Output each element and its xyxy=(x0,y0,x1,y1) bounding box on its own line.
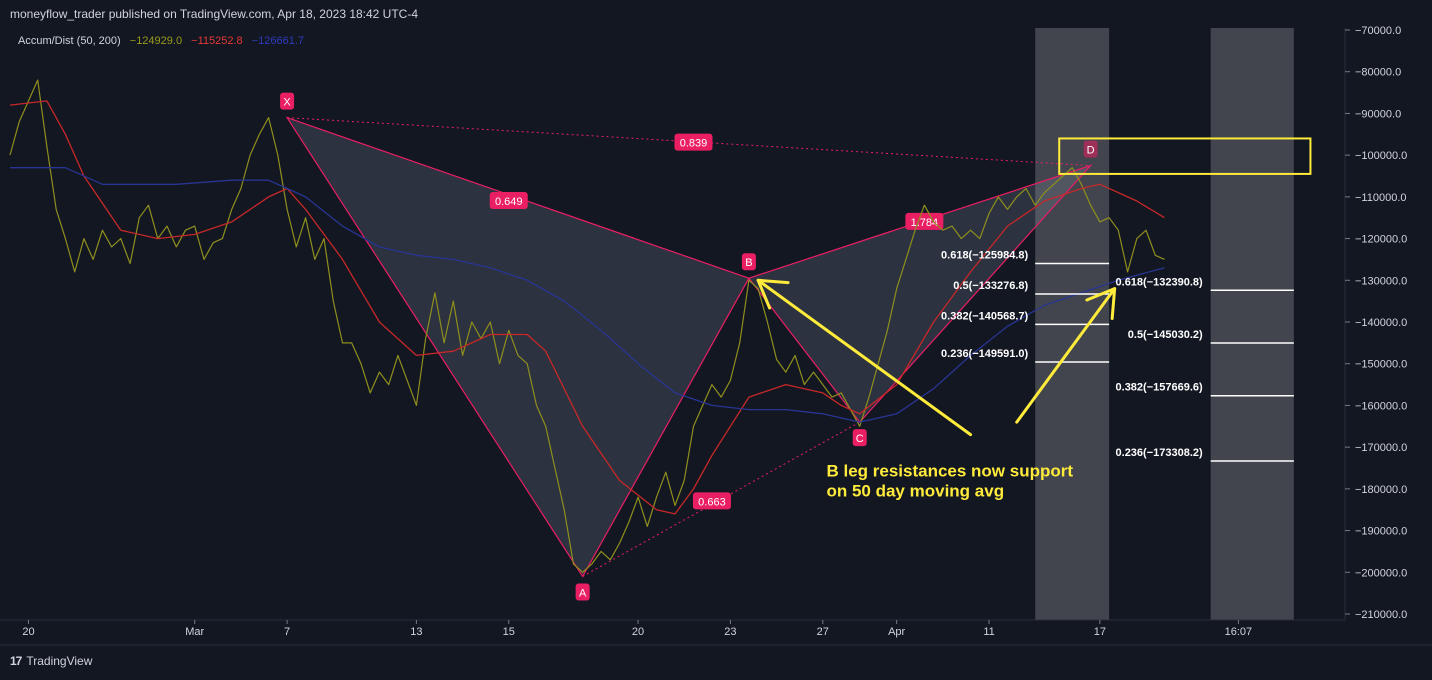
pattern-ratio-line xyxy=(286,117,750,279)
target-zone-box xyxy=(1058,137,1312,175)
harmonic-pattern: X A B C D 0.649 0.839 0.663 1.784 xyxy=(280,92,1098,601)
x-tick-label: 13 xyxy=(410,626,422,638)
y-tick-label: −180000.0 xyxy=(1355,484,1407,496)
ratio-label-box xyxy=(489,192,528,210)
tradingview-logo-text: TradingView xyxy=(26,654,93,668)
annotation-arrow-shaft xyxy=(1015,287,1117,424)
pattern-point-box xyxy=(280,92,295,110)
tradingview-logo-icon: 17 xyxy=(10,654,22,668)
series-line-ma50 xyxy=(9,100,1165,515)
y-tick-label: −80000.0 xyxy=(1355,67,1401,79)
pattern-ratio-line xyxy=(287,117,1091,167)
pattern-point-label: B xyxy=(745,257,752,269)
x-tick-label: 15 xyxy=(503,626,515,638)
y-tick-label: −110000.0 xyxy=(1355,192,1407,204)
fib-label: 0.618(−132390.8) xyxy=(1116,276,1203,288)
indicator-value-ma50: −115252.8 xyxy=(191,35,243,47)
fib-label: 0.5(−133276.8) xyxy=(953,280,1028,292)
y-tick-label: −210000.0 xyxy=(1355,609,1407,621)
annotation-arrow-shaft xyxy=(756,278,973,437)
x-tick-label: 20 xyxy=(22,626,34,638)
fib-label: 0.618(−125984.8) xyxy=(941,250,1028,262)
publish-line: moneyflow_trader published on TradingVie… xyxy=(10,7,419,21)
ratio-label: 0.839 xyxy=(680,138,708,150)
y-tick-label: −130000.0 xyxy=(1355,275,1407,287)
y-tick-label: −70000.0 xyxy=(1355,25,1401,37)
x-tick-label: 17 xyxy=(1094,626,1106,638)
pattern-point-box xyxy=(852,429,867,447)
ratio-label-box xyxy=(905,212,944,230)
axes: −70000.0 −80000.0 −90000.0 −100000.0 −110000… xyxy=(0,25,1432,646)
fib-label: 0.5(−145030.2) xyxy=(1128,329,1203,341)
ratio-label: 1.784 xyxy=(911,217,939,229)
ratio-label: 0.649 xyxy=(495,196,523,208)
ratio-label-box xyxy=(674,133,713,151)
pattern-point-box xyxy=(575,583,590,601)
pattern-point-box xyxy=(741,253,756,271)
y-tick-label: −200000.0 xyxy=(1355,567,1407,579)
annotation-arrow-head xyxy=(756,278,790,310)
y-tick-label: −150000.0 xyxy=(1355,359,1407,371)
shaded-zone xyxy=(1210,28,1294,620)
indicator-value-ma200: −126661.7 xyxy=(251,35,305,47)
x-tick-label: 20 xyxy=(632,626,644,638)
annotation-text-line: B leg resistances now support xyxy=(826,461,1073,480)
indicator-name: Accum/Dist (50, 200) xyxy=(18,35,121,47)
x-tick-label: 7 xyxy=(284,626,290,638)
x-tick-label: 11 xyxy=(983,626,994,638)
y-tick-label: −90000.0 xyxy=(1355,108,1401,120)
pattern-point-label: X xyxy=(283,97,291,109)
x-tick-label: 23 xyxy=(724,626,736,638)
ratio-label-box xyxy=(692,492,731,510)
fib-label: 0.236(−149591.0) xyxy=(941,348,1028,360)
x-tick-label: 27 xyxy=(817,626,829,638)
fib-label: 0.382(−140568.7) xyxy=(941,310,1028,322)
series-lines xyxy=(9,79,1165,573)
x-tick-label: Apr xyxy=(888,626,905,638)
fib-label: 0.382(−157669.6) xyxy=(1116,382,1203,394)
pattern-point-label: A xyxy=(579,587,587,599)
y-tick-label: −170000.0 xyxy=(1355,442,1407,454)
fib-label: 0.236(−173308.2) xyxy=(1116,447,1203,459)
x-tick-label: 16:07 xyxy=(1225,626,1253,638)
y-tick-label: −190000.0 xyxy=(1355,526,1407,538)
y-tick-label: −160000.0 xyxy=(1355,400,1407,412)
tradingview-logo[interactable]: 17 TradingView xyxy=(10,654,92,668)
annotation-arrow-head xyxy=(1085,287,1117,321)
pattern-point-box xyxy=(1083,140,1098,158)
annotation-text-line: on 50 day moving avg xyxy=(826,481,1004,500)
ratio-label: 0.663 xyxy=(698,496,726,508)
pattern-point-label: D xyxy=(1087,145,1095,157)
y-tick-label: −100000.0 xyxy=(1355,150,1407,162)
y-tick-label: −120000.0 xyxy=(1355,234,1407,246)
y-tick-label: −140000.0 xyxy=(1355,317,1407,329)
indicator-legend[interactable]: Accum/Dist (50, 200) −124929.0 −115252.8… xyxy=(18,35,310,47)
indicator-value-price: −124929.0 xyxy=(129,35,183,47)
x-tick-label: Mar xyxy=(185,626,204,638)
series-line-ma200 xyxy=(10,167,1165,423)
series-line-price xyxy=(9,79,1165,573)
fib-levels: 0.618(−125984.8) 0.5(−133276.8) 0.382(−140… xyxy=(941,250,1294,462)
pattern-point-label: C xyxy=(856,433,864,445)
